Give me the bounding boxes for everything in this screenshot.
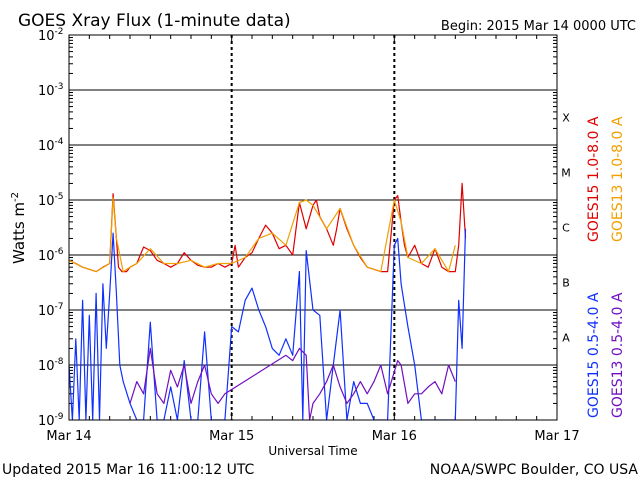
y-tick-base: 10 [38, 414, 55, 429]
y-tick-base: 10 [38, 304, 55, 319]
y-tick-exp: -5 [55, 192, 64, 202]
series-line-1 [69, 182, 467, 273]
y-tick-label: 10-6 [38, 247, 64, 264]
flare-class-label: A [562, 332, 570, 345]
y-tick-exp: -2 [55, 27, 64, 37]
series-line-2 [69, 197, 456, 273]
updated-footer: Updated 2015 Mar 16 11:00:12 UTC [2, 462, 255, 478]
minor-ticks [69, 35, 557, 420]
day-boundary-lines [230, 35, 396, 420]
y-tick-label: 10-9 [38, 412, 64, 429]
x-tick-label: Mar 16 [372, 429, 417, 444]
y-tick-base: 10 [38, 139, 55, 154]
flare-class-label: X [562, 112, 570, 125]
y-tick-exp: -7 [55, 302, 64, 312]
y-tick-labels: 10-910-810-710-610-510-410-310-2 [38, 27, 64, 429]
chart-title: GOES Xray Flux (1-minute data) [18, 11, 291, 31]
y-axis-label-exp: -2 [10, 192, 21, 202]
legend-entry: GOES13 1.0-8.0 A [610, 116, 626, 242]
x-tick-labels: Mar 14 Mar 15 Mar 16 Mar 17 [46, 429, 579, 444]
y-tick-label: 10-4 [38, 137, 64, 154]
y-tick-base: 10 [38, 29, 55, 44]
x-tick-label: Mar 17 [534, 429, 579, 444]
flare-class-label: C [562, 222, 570, 235]
series-line-4 [129, 347, 456, 420]
y-tick-exp: -4 [55, 137, 64, 147]
y-tick-exp: -9 [55, 412, 64, 422]
legend-entry: GOES15 0.5-4.0 A [586, 292, 602, 418]
y-axis-label: Watts m-2 [10, 192, 28, 264]
y-tick-label: 10-5 [38, 192, 64, 209]
flare-class-label: M [561, 167, 571, 180]
y-tick-label: 10-2 [38, 27, 64, 44]
y-tick-base: 10 [38, 194, 55, 209]
flare-class-label: B [562, 277, 570, 290]
legend: GOES15 1.0-8.0 A GOES13 1.0-8.0 A GOES15 0… [586, 116, 626, 418]
y-tick-label: 10-8 [38, 357, 64, 374]
begin-label: Begin: 2015 Mar 14 0000 UTC [441, 19, 636, 34]
legend-entry: GOES13 0.5-4.0 A [610, 292, 626, 418]
y-tick-base: 10 [38, 84, 55, 99]
flux-series [69, 182, 467, 420]
x-tick-label: Mar 15 [209, 429, 254, 444]
x-axis-label: Universal Time [268, 444, 357, 458]
y-tick-exp: -6 [55, 247, 64, 257]
y-axis-label-main: Watts m [10, 202, 28, 264]
decade-gridlines [69, 89, 557, 366]
y-tick-base: 10 [38, 249, 55, 264]
y-tick-label: 10-7 [38, 302, 64, 319]
legend-entry: GOES15 1.0-8.0 A [586, 116, 602, 242]
y-tick-exp: -3 [55, 82, 64, 92]
series-line-3 [69, 228, 467, 420]
x-tick-label: Mar 14 [46, 429, 91, 444]
y-tick-exp: -8 [55, 357, 64, 367]
flare-class-labels: A B C M X [561, 112, 571, 345]
y-tick-base: 10 [38, 359, 55, 374]
y-tick-label: 10-3 [38, 82, 64, 99]
source-footer: NOAA/SWPC Boulder, CO USA [430, 462, 639, 478]
plot-frame [68, 34, 558, 421]
